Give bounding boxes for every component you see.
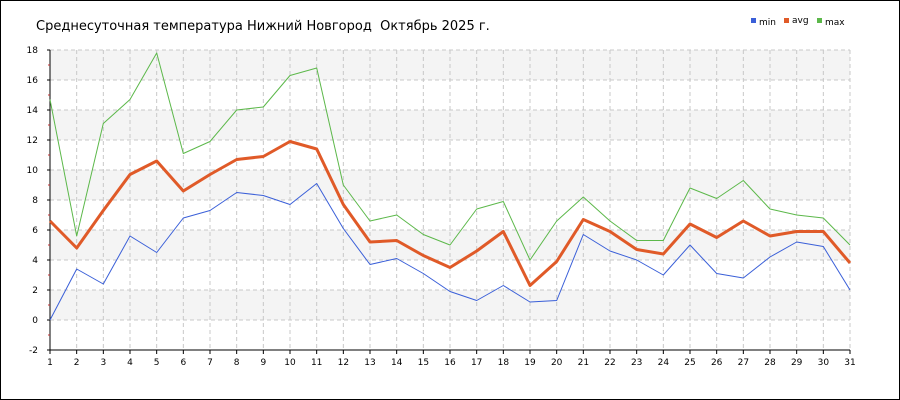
legend-swatch-max <box>817 18 822 23</box>
x-tick-label: 26 <box>711 358 723 368</box>
y-tick-label: 0 <box>32 316 38 326</box>
x-tick-label: 1 <box>47 358 53 368</box>
y-tick-label: -2 <box>29 346 38 356</box>
y-tick-label: 6 <box>32 226 38 236</box>
y-tick-label: 4 <box>32 256 38 266</box>
x-tick-label: 16 <box>444 358 456 368</box>
x-tick-label: 22 <box>604 358 615 368</box>
x-tick-label: 13 <box>364 358 375 368</box>
x-tick-label: 2 <box>74 358 80 368</box>
y-tick-label: 2 <box>32 286 38 296</box>
legend-label-min: min <box>759 18 776 28</box>
legend-label-max: max <box>825 18 845 28</box>
y-tick-label: 12 <box>27 136 38 146</box>
y-tick-label: 18 <box>27 46 39 56</box>
x-tick-label: 15 <box>418 358 429 368</box>
legend-swatch-avg <box>784 18 789 23</box>
x-tick-label: 24 <box>658 358 670 368</box>
x-tick-label: 12 <box>338 358 349 368</box>
x-tick-label: 17 <box>471 358 482 368</box>
x-tick-label: 6 <box>180 358 186 368</box>
x-tick-label: 25 <box>684 358 695 368</box>
x-tick-label: 31 <box>844 358 855 368</box>
y-tick-label: 16 <box>27 76 39 86</box>
x-tick-label: 7 <box>207 358 213 368</box>
x-tick-label: 21 <box>578 358 589 368</box>
x-tick-label: 28 <box>764 358 776 368</box>
y-tick-label: 14 <box>27 106 39 116</box>
x-tick-label: 3 <box>100 358 106 368</box>
x-tick-label: 18 <box>498 358 510 368</box>
y-tick-label: 10 <box>27 166 39 176</box>
x-tick-label: 5 <box>154 358 160 368</box>
x-tick-label: 23 <box>631 358 642 368</box>
x-tick-label: 30 <box>818 358 830 368</box>
legend-label-avg: avg <box>792 16 809 26</box>
x-tick-label: 14 <box>391 358 403 368</box>
y-tick-label: 8 <box>32 196 38 206</box>
legend-swatch-min <box>751 18 756 23</box>
x-tick-label: 8 <box>234 358 240 368</box>
x-tick-label: 9 <box>260 358 266 368</box>
x-tick-label: 27 <box>738 358 749 368</box>
x-tick-label: 11 <box>311 358 322 368</box>
x-tick-label: 4 <box>127 358 133 368</box>
x-tick-label: 29 <box>791 358 803 368</box>
x-tick-label: 10 <box>284 358 296 368</box>
x-tick-label: 20 <box>551 358 563 368</box>
x-tick-label: 19 <box>524 358 536 368</box>
